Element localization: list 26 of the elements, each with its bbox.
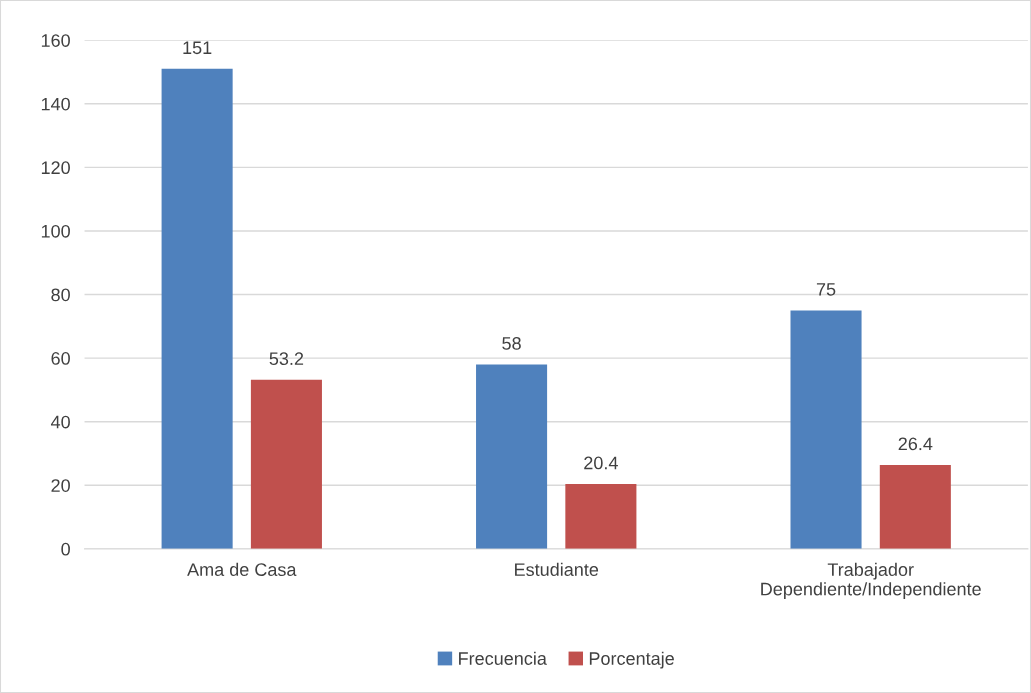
bar — [565, 484, 637, 549]
x-tick-label: Ama de Casa — [187, 562, 297, 577]
y-tick-label: 100 — [41, 224, 70, 238]
y-tick-label: 0 — [61, 542, 70, 556]
data-label: 151 — [183, 41, 212, 55]
legend-label: Frecuencia — [459, 651, 547, 665]
y-tick-label: 120 — [41, 161, 70, 175]
y-tick-label: 160 — [41, 34, 70, 47]
y-tick-label: 80 — [51, 288, 70, 302]
y-tick-label: 40 — [50, 415, 70, 429]
bar — [161, 68, 233, 549]
y-tick-label: 20 — [51, 479, 70, 492]
data-label: 75 — [816, 283, 836, 296]
data-label: 58 — [502, 337, 521, 350]
bar — [879, 464, 951, 549]
data-label: 53.2 — [269, 352, 304, 366]
x-tick-label: Estudiante — [515, 562, 599, 577]
bar — [476, 364, 548, 549]
y-tick-label: 60 — [51, 352, 70, 365]
legend-label: Porcentaje — [589, 651, 674, 669]
data-label: 26.4 — [898, 437, 933, 451]
bar — [790, 310, 862, 549]
y-tick-label: 140 — [41, 97, 70, 111]
x-tick-label: Trabajador Dependiente/Independiente — [761, 562, 981, 600]
bar — [250, 379, 322, 549]
data-label: 20.4 — [584, 456, 618, 470]
